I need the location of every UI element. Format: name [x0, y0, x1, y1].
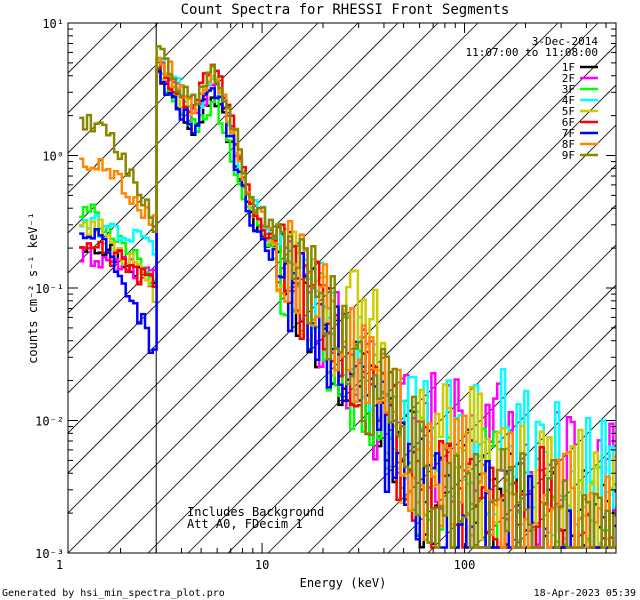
y-tick-labels: 10¹ 10⁰ 10⁻¹ 10⁻² 10⁻³ [35, 17, 64, 561]
x-tick-label: 1 [56, 558, 63, 572]
series-9f [79, 45, 616, 549]
hatch-line [227, 164, 616, 553]
legend-label-4f: 4F [562, 94, 575, 107]
hatch-line [68, 23, 359, 314]
hatch-line [267, 204, 616, 553]
hatch-line [187, 124, 616, 553]
legend-date: 3-Dec-2014 [532, 35, 599, 48]
legend-label-3f: 3F [562, 83, 575, 96]
y-axis-label: counts cm⁻² s⁻¹ keV⁻¹ [26, 212, 40, 364]
y-tick-label: 10¹ [42, 17, 64, 31]
hatch-line [107, 44, 616, 553]
hatch-line [68, 23, 519, 474]
footer-timestamp: 18-Apr-2023 05:39 [534, 588, 636, 599]
legend-label-7f: 7F [562, 127, 575, 140]
y-tick-label: 10⁻³ [35, 547, 64, 561]
y-tick-label: 10⁰ [42, 150, 64, 164]
x-axis-label: Energy (keV) [300, 576, 387, 590]
legend-label-6f: 6F [562, 116, 575, 129]
legend-label-5f: 5F [562, 105, 575, 118]
y-tick-label: 10⁻² [35, 415, 64, 429]
hatch-line [68, 23, 199, 154]
hatch-line [68, 23, 599, 553]
hatch-line [507, 444, 616, 553]
series-layer [79, 45, 616, 549]
x-tick-label: 10 [255, 558, 269, 572]
footer-generated-by: Generated by hsi_min_spectra_plot.pro [2, 588, 225, 599]
hatch-line [68, 23, 159, 114]
legend-label-9f: 9F [562, 149, 575, 162]
hatch-line [68, 23, 439, 394]
hatch-line [68, 23, 239, 194]
annotation-attenuator: Att A0, FDecim 1 [187, 517, 303, 531]
y-tick-label: 10⁻¹ [35, 282, 64, 296]
chart-title: Count Spectra for RHESSI Front Segments [181, 2, 510, 18]
series-7f [79, 69, 616, 549]
series-5f [79, 58, 616, 549]
x-tick-label: 100 [454, 558, 476, 572]
axis-ticks [68, 23, 616, 554]
hatch-line [68, 23, 479, 434]
annotation-background: Includes Background [187, 505, 324, 519]
legend-label-8f: 8F [562, 138, 575, 151]
legend-time-range: 11:07:00 to 11:08:00 [466, 46, 598, 59]
hatch-line [387, 324, 616, 553]
legend-label-2f: 2F [562, 72, 575, 85]
x-tick-labels: 1 10 100 [56, 558, 475, 572]
hatch-line [68, 23, 399, 354]
legend-label-1f: 1F [562, 61, 575, 74]
